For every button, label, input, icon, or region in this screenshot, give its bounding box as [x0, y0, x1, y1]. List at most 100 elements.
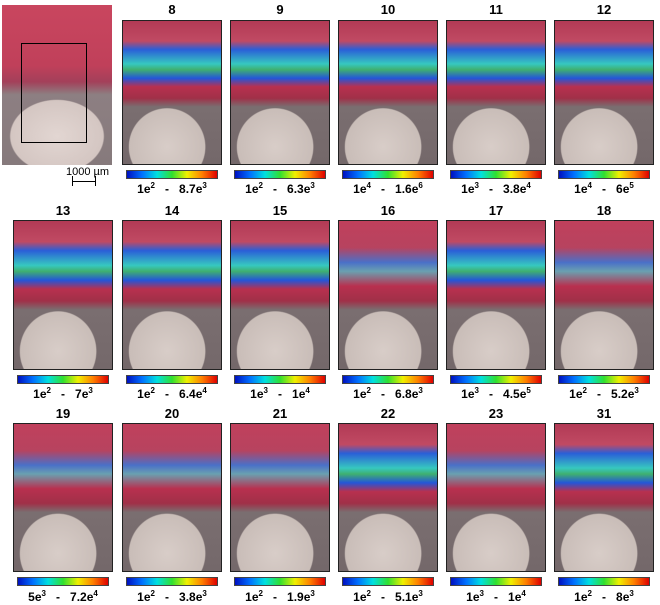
exponent: 2 — [258, 589, 263, 598]
panel-label: 31 — [596, 406, 612, 421]
scale-bar-end — [95, 176, 96, 186]
range-max: 7e3 — [75, 386, 93, 401]
intensity-range: 1e2 - 6.8e3 — [334, 386, 442, 401]
exponent: 3 — [474, 181, 479, 190]
colorbar — [234, 577, 326, 586]
panel-label: 14 — [164, 203, 180, 218]
colorbar — [17, 577, 109, 586]
ion-image — [446, 423, 546, 572]
mantissa: 5e — [28, 590, 42, 604]
range-max: 7.2e4 — [70, 589, 98, 604]
panel-label: 20 — [164, 406, 180, 421]
mantissa: 1e — [137, 387, 151, 401]
range-max: 1.6e6 — [395, 181, 423, 196]
mantissa: 7.2e — [70, 590, 94, 604]
exponent: 3 — [418, 589, 423, 598]
mantissa: 1.9e — [287, 590, 311, 604]
range-max: 4.5e5 — [503, 386, 531, 401]
range-max: 1e4 — [292, 386, 310, 401]
intensity-range: 1e3 - 1e4 — [226, 386, 334, 401]
exponent: 4 — [587, 181, 592, 190]
panel-label: 13 — [55, 203, 71, 218]
ion-image — [446, 20, 546, 165]
exponent: 4 — [526, 181, 531, 190]
panel-label: 15 — [272, 203, 288, 218]
panel-label: 21 — [272, 406, 288, 421]
ion-image — [13, 220, 113, 370]
colorbar — [450, 577, 542, 586]
separator: - — [56, 590, 60, 604]
ion-image — [122, 20, 222, 165]
range-min: 1e2 — [137, 181, 155, 196]
ion-image — [230, 220, 330, 370]
range-max: 1e4 — [508, 589, 526, 604]
separator: - — [602, 182, 606, 196]
separator: - — [278, 387, 282, 401]
mantissa: 1e — [33, 387, 47, 401]
exponent: 4 — [202, 386, 207, 395]
separator: - — [273, 590, 277, 604]
separator: - — [381, 182, 385, 196]
colorbar — [234, 375, 326, 384]
exponent: 3 — [479, 589, 484, 598]
colorbar — [450, 375, 542, 384]
mantissa: 8.7e — [179, 182, 203, 196]
mantissa: 1e — [137, 590, 151, 604]
range-max: 3.8e4 — [503, 181, 531, 196]
colorbar — [126, 375, 218, 384]
panel-label: 8 — [168, 2, 176, 17]
exponent: 4 — [366, 181, 371, 190]
panel-label: 18 — [596, 203, 612, 218]
mantissa: 1e — [250, 387, 264, 401]
colorbar — [126, 577, 218, 586]
panel-label: 16 — [380, 203, 396, 218]
mantissa: 6.4e — [179, 387, 203, 401]
range-min: 5e3 — [28, 589, 46, 604]
colorbar — [450, 170, 542, 179]
ion-image — [122, 423, 222, 572]
intensity-range: 1e2 - 5.2e3 — [550, 386, 658, 401]
separator: - — [494, 590, 498, 604]
colorbar — [558, 375, 650, 384]
exponent: 3 — [263, 386, 268, 395]
intensity-range: 1e4 - 6e5 — [550, 181, 658, 196]
panel-label: 10 — [380, 2, 396, 17]
range-max: 6e5 — [616, 181, 634, 196]
mantissa: 1e — [574, 590, 588, 604]
mantissa: 6.3e — [287, 182, 311, 196]
exponent: 4 — [305, 386, 310, 395]
mantissa: 5.1e — [395, 590, 419, 604]
mantissa: 1e — [574, 182, 588, 196]
range-min: 1e3 — [466, 589, 484, 604]
mantissa: 1e — [353, 182, 367, 196]
exponent: 2 — [46, 386, 51, 395]
panel-label: 11 — [489, 2, 503, 17]
colorbar — [558, 577, 650, 586]
intensity-range: 1e4 - 1.6e6 — [334, 181, 442, 196]
range-max: 8.7e3 — [179, 181, 207, 196]
mantissa: 1.6e — [395, 182, 419, 196]
colorbar — [234, 170, 326, 179]
range-min: 1e3 — [461, 386, 479, 401]
range-min: 1e3 — [250, 386, 268, 401]
separator: - — [61, 387, 65, 401]
mantissa: 1e — [245, 182, 259, 196]
exponent: 4 — [93, 589, 98, 598]
ion-image — [554, 423, 654, 572]
exponent: 3 — [88, 386, 93, 395]
scale-bar-label: 1000 µm — [66, 166, 110, 178]
exponent: 2 — [587, 589, 592, 598]
intensity-range: 1e2 - 6.3e3 — [226, 181, 334, 196]
intensity-range: 5e3 - 7.2e4 — [9, 589, 117, 604]
range-min: 1e2 — [137, 589, 155, 604]
exponent: 3 — [202, 181, 207, 190]
mantissa: 1e — [353, 387, 367, 401]
ion-image — [338, 220, 438, 370]
ion-image — [13, 423, 113, 572]
separator: - — [165, 387, 169, 401]
exponent: 3 — [310, 181, 315, 190]
exponent: 2 — [150, 181, 155, 190]
mantissa: 1e — [353, 590, 367, 604]
intensity-range: 1e3 - 3.8e4 — [442, 181, 550, 196]
mantissa: 3.8e — [179, 590, 203, 604]
